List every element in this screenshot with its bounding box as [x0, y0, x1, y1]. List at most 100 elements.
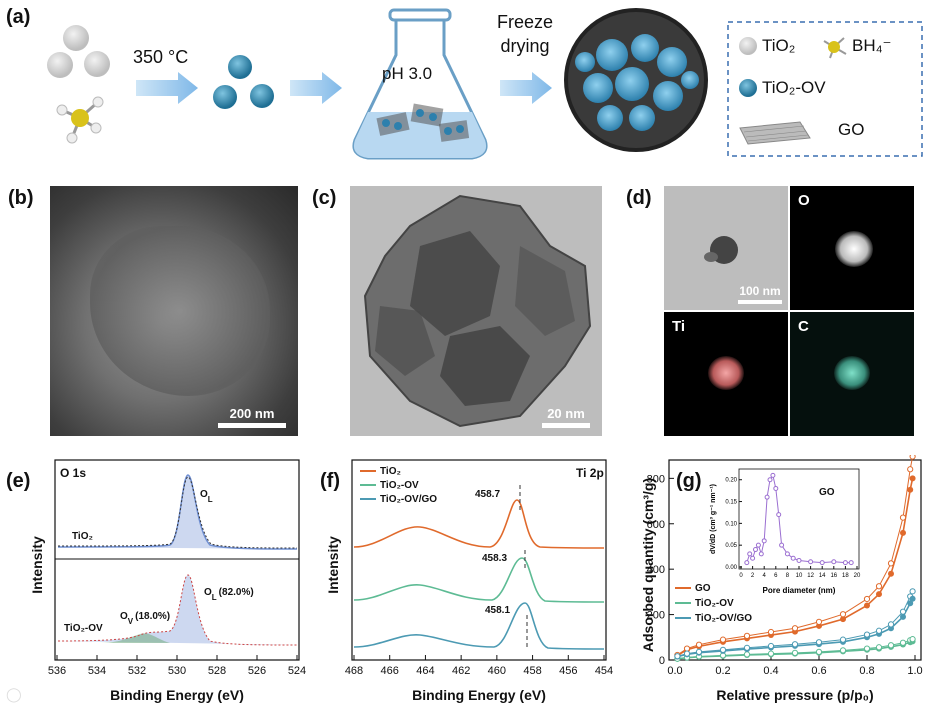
map-titanium: Ti [664, 312, 788, 436]
bet-ylabel: Adsorbed quantity (cm³/g) [640, 478, 656, 652]
bet-point-open [743, 644, 751, 651]
y-tick-label: 800 [647, 473, 665, 485]
arrow-2 [290, 72, 342, 104]
bet-point-open [767, 628, 775, 636]
arrow-1 [136, 72, 198, 104]
bet-point-open [887, 621, 895, 628]
inset-point [767, 477, 773, 483]
bet-point [900, 529, 906, 536]
watermark: ◯ [6, 686, 22, 702]
bet-point-open [909, 588, 916, 595]
x-tick-label: 532 [128, 665, 146, 677]
x-tick-label: 536 [48, 665, 66, 677]
x-tick-label: 468 [345, 665, 363, 677]
bet-point-open [875, 583, 883, 590]
bet-point-open [863, 595, 871, 603]
y-tick-label: 600 [647, 519, 665, 531]
go-legend-icon [739, 121, 811, 145]
legend-tio2-ov: TiO₂-OV [762, 78, 826, 97]
inset-y-tick-label: 0.00 [725, 565, 737, 571]
bet-point-open [815, 639, 823, 646]
scale-bar-c-label: 20 nm [547, 406, 585, 421]
inset-x-tick-label: 14 [819, 573, 826, 579]
inset-point [796, 557, 802, 563]
map-oxygen: O [790, 186, 914, 310]
bet-point-open [719, 636, 727, 643]
inset-point [779, 542, 785, 548]
tio2-ov-sphere [213, 85, 237, 109]
chart-o1s: O 1s Intensity Binding Energy (eV) 536 53… [29, 459, 306, 703]
inset-point [790, 555, 796, 561]
bet-point-open [791, 641, 799, 648]
bet-point-open [863, 631, 871, 638]
map-ti-label: Ti [672, 318, 686, 335]
ti2p-legend-item: TiO₂-OV/GO [380, 494, 437, 505]
inset-ylabel: dV/dD (cm³ g⁻¹ nm⁻¹) [710, 484, 717, 554]
inset-point [842, 560, 848, 566]
sem-image: 200 nm [50, 186, 298, 436]
bet-point [907, 486, 914, 493]
inset-point [848, 560, 854, 566]
y-tick-label: 400 [647, 564, 665, 576]
bet-point-open [887, 560, 895, 567]
tem-overview-image: 100 nm [664, 186, 788, 310]
x-tick-label: 460 [488, 665, 506, 677]
panel-label-f: (f) [320, 470, 340, 492]
tio2-ov-sphere [228, 55, 252, 79]
inset-x-tick-label: 2 [751, 573, 755, 579]
legend-tio2: TiO₂ [762, 36, 796, 55]
o1s-bottom-fit [57, 574, 298, 646]
schematic-diagram [47, 8, 923, 160]
panel-label-g: (g) [676, 470, 702, 492]
bet-point-open [863, 645, 871, 652]
bet-legend-item: TiO₂-OV/GO [695, 613, 752, 624]
bet-point [876, 591, 882, 598]
x-tick-label: 0.8 [859, 665, 874, 677]
tem-image: 20 nm [350, 186, 602, 436]
x-tick-label: 524 [288, 665, 306, 677]
bet-point-open [875, 627, 883, 634]
inset-point [755, 542, 761, 548]
scale-bar-c: 20 nm [542, 406, 590, 428]
ti2p-legend: TiO₂ TiO₂-OV TiO₂-OV/GO [360, 466, 437, 505]
tio2-legend-icon [739, 37, 757, 55]
inset-x-tick-label: 0 [739, 573, 743, 579]
map-carbon: C [790, 312, 914, 436]
scale-bar-d: 100 nm [738, 284, 782, 304]
step-ph: pH 3.0 [382, 64, 433, 83]
x-tick-label: 454 [595, 665, 613, 677]
panel-label-c: (c) [312, 187, 337, 209]
ti2p-title: Ti 2p [576, 466, 604, 480]
inset-point [773, 485, 779, 491]
inset-x-tick-label: 12 [807, 573, 814, 579]
inset-x-tick-label: 20 [854, 573, 861, 579]
chart-ti2p: Ti 2p Intensity Binding Energy (eV) 468 4… [325, 459, 613, 703]
map-c-label: C [798, 318, 809, 335]
inset-xlabel: Pore diameter (nm) [763, 586, 836, 595]
inset-x-tick-label: 6 [774, 573, 778, 579]
x-tick-label: 0.4 [763, 665, 778, 677]
bet-point [864, 602, 870, 609]
y-tick-label: 200 [647, 610, 665, 622]
o1s-sample-bottom: TiO₂-OV [64, 623, 103, 634]
inset-point [784, 551, 790, 557]
bet-point-open [791, 649, 799, 656]
ti2p-series-tio2ovgo [353, 602, 605, 650]
inset-point [808, 559, 814, 565]
bet-point-open [815, 618, 823, 625]
bet-series [674, 455, 916, 662]
map-o-label: O [798, 192, 810, 209]
inset-x-tick-label: 4 [763, 573, 767, 579]
ti2p-series-tio2ov [353, 557, 605, 603]
step-drying: drying [500, 36, 550, 56]
scale-bar-d-label: 100 nm [739, 284, 781, 298]
ti2p-xticks: 468 466 464 462 460 458 456 454 [345, 655, 613, 677]
bet-xlabel: Relative pressure (p/p₀) [716, 687, 873, 703]
inset-point [747, 551, 753, 557]
tio2-sphere [47, 52, 73, 78]
bet-point-open [839, 611, 847, 618]
legend-go: GO [838, 120, 865, 139]
x-tick-label: 0.0 [667, 665, 682, 677]
inset-x-tick-label: 10 [796, 573, 803, 579]
